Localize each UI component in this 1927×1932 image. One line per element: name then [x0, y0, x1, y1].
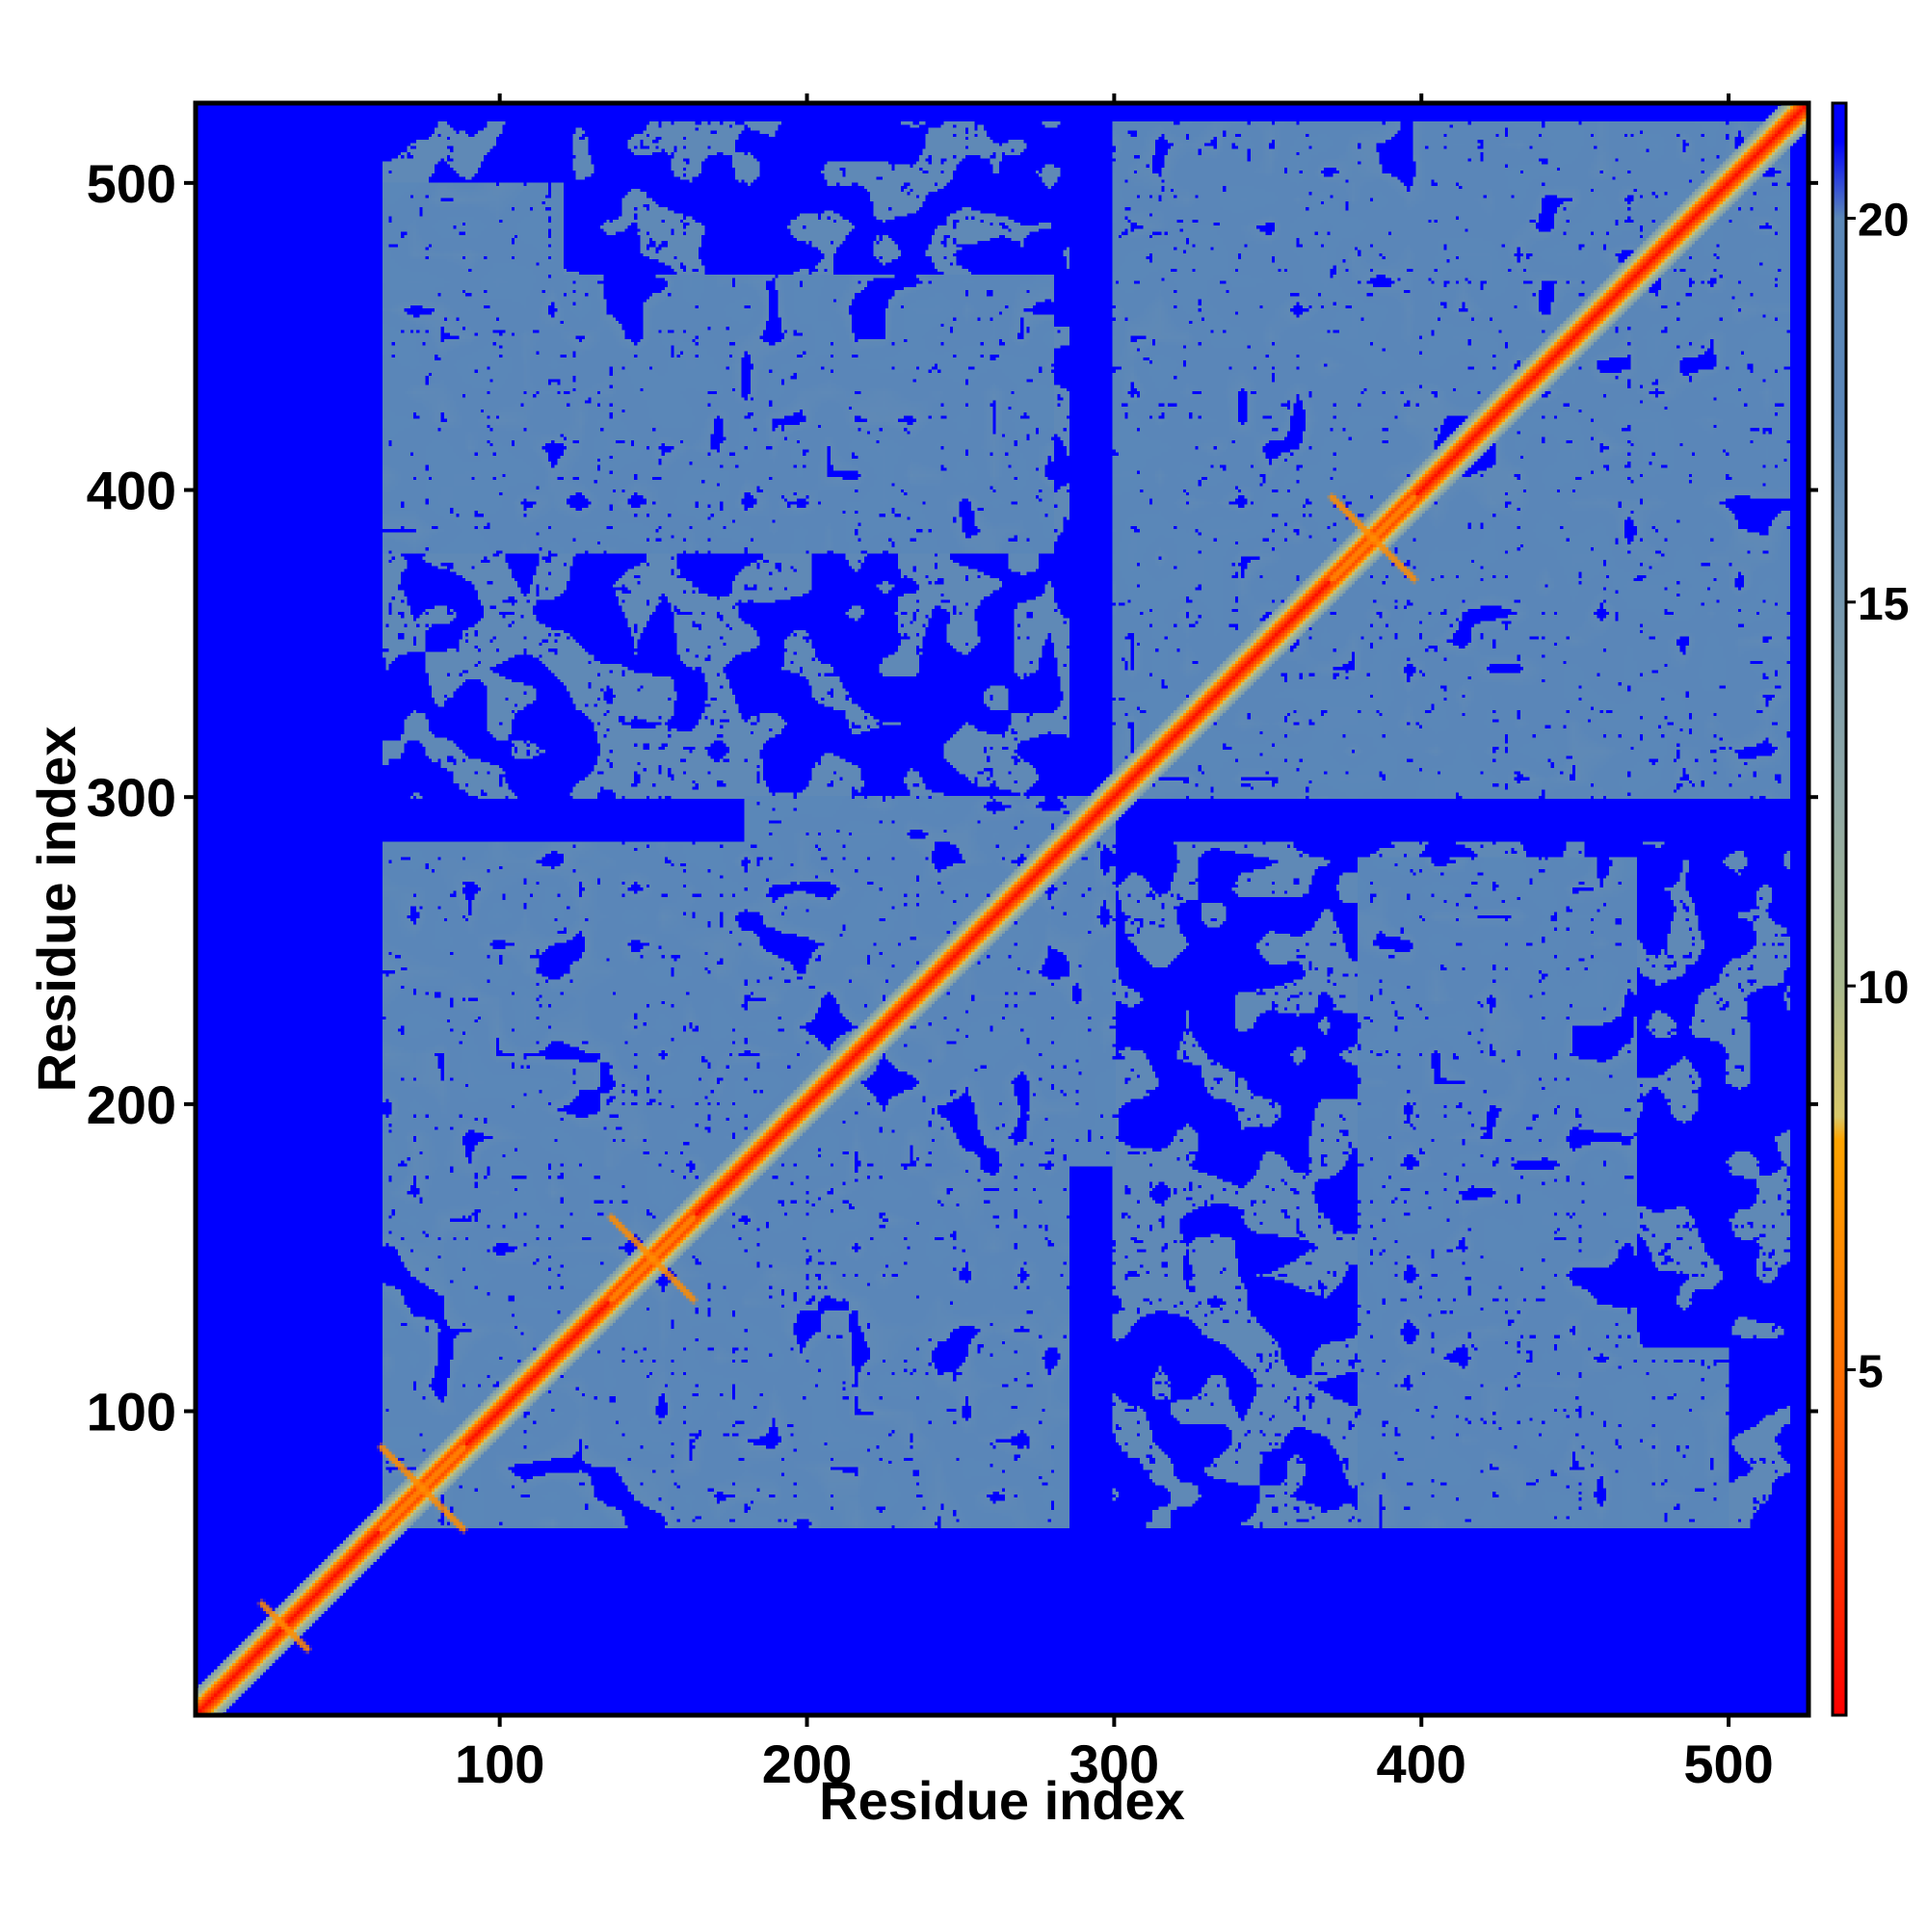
x-tick-label: 300 — [1069, 1734, 1159, 1794]
colorbar-tick-label: 10 — [1858, 963, 1909, 1014]
x-axis-title: Residue index — [819, 1770, 1185, 1831]
colorbar-tick-label: 15 — [1858, 579, 1909, 630]
colorbar-tick-label: 5 — [1858, 1347, 1884, 1398]
colorbar: 5 10 15 20 — [1831, 101, 1909, 1717]
heatmap-area — [196, 103, 1808, 1716]
x-tick-label: 200 — [762, 1734, 852, 1794]
y-tick-label: 400 — [87, 461, 176, 521]
y-tick-label: 100 — [87, 1382, 176, 1442]
y-tick-label: 500 — [87, 153, 176, 214]
x-tick-label: 400 — [1377, 1734, 1466, 1794]
x-tick-label: 100 — [455, 1734, 544, 1794]
y-axis-title: Residue index — [26, 727, 87, 1093]
plot-frame — [193, 100, 1811, 1718]
x-tick-label: 500 — [1683, 1734, 1773, 1794]
colorbar-tick-label: 20 — [1858, 196, 1909, 247]
y-tick-label: 200 — [87, 1074, 176, 1135]
heatmap-image — [196, 103, 1808, 1716]
axes: 100 200 300 400 500 100 200 300 400 500 — [87, 93, 1818, 1794]
y-tick-label: 300 — [87, 767, 176, 828]
colorbar-gradient — [1831, 101, 1848, 1717]
